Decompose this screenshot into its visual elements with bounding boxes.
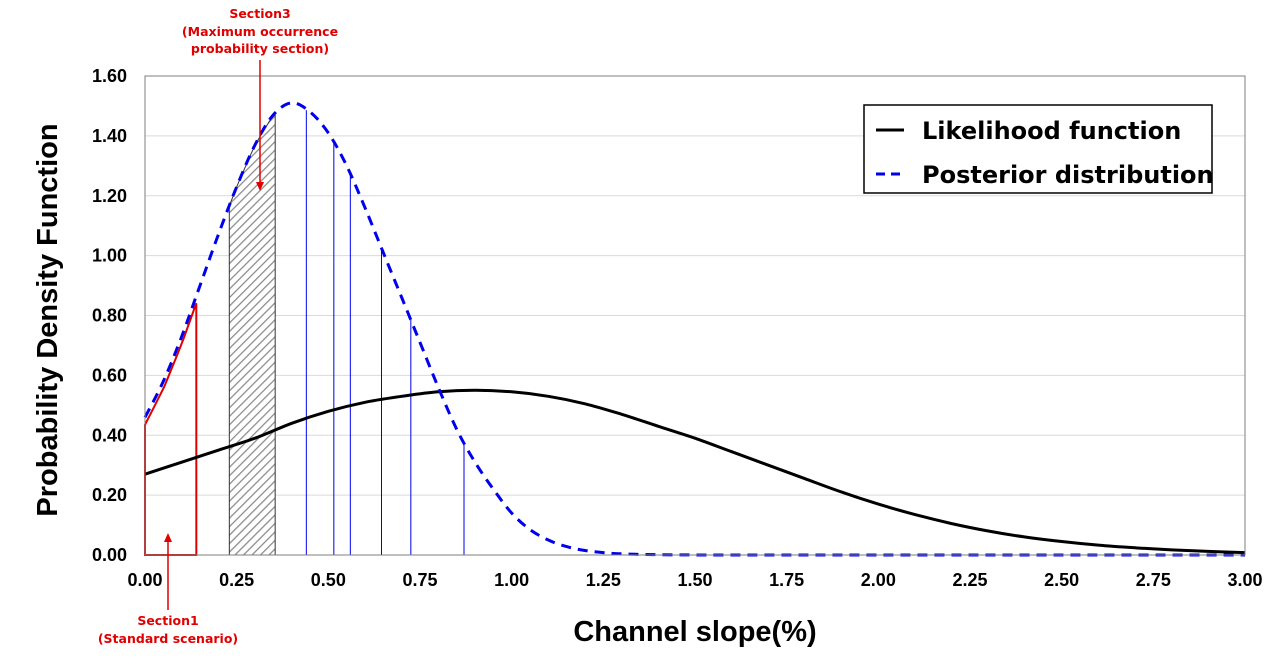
section3-hatched-area	[228, 112, 276, 556]
y-axis-title: Probability Density Function	[32, 123, 64, 516]
x-tick-label: 3.00	[1227, 570, 1262, 590]
y-tick-label: 1.00	[92, 246, 127, 266]
tick-labels: 0.00 0.20 0.40 0.60 0.80 1.00 1.20 1.40 1.60 0.00…	[92, 66, 1263, 590]
y-tick-label: 0.20	[92, 485, 127, 505]
series	[143, 101, 1246, 557]
likelihood-line	[144, 388, 1246, 555]
legend: Likelihood function Posterior distributi…	[863, 104, 1214, 194]
legend-box	[863, 104, 1213, 194]
x-tick-label: 1.25	[586, 570, 621, 590]
section1-outline	[144, 302, 198, 556]
x-tick-label: 2.75	[1136, 570, 1171, 590]
y-tick-label: 0.60	[92, 365, 127, 385]
plot-frame	[144, 75, 1246, 556]
x-tick-label: 2.25	[952, 570, 987, 590]
section3-sublabel-line2: probability section)	[191, 41, 329, 56]
x-tick-label: 0.75	[402, 570, 437, 590]
gridlines	[145, 75, 1245, 496]
sections	[144, 112, 276, 556]
x-tick-label: 0.25	[219, 570, 254, 590]
x-tick-label: 2.00	[861, 570, 896, 590]
vertical-markers	[305, 110, 465, 555]
y-tick-label: 1.40	[92, 126, 127, 146]
x-tick-label: 0.00	[127, 570, 162, 590]
x-tick-label: 2.50	[1044, 570, 1079, 590]
legend-label-posterior: Posterior distribution	[922, 161, 1214, 189]
x-axis-title: Channel slope(%)	[573, 616, 816, 648]
x-tick-label: 1.00	[494, 570, 529, 590]
y-tick-label: 0.40	[92, 425, 127, 445]
annotations: Section3 (Maximum occurrence probability…	[98, 6, 338, 646]
x-tick-label: 1.50	[677, 570, 712, 590]
y-tick-label: 0.80	[92, 306, 127, 326]
x-tick-label: 0.50	[311, 570, 346, 590]
y-tick-label: 1.60	[92, 66, 127, 86]
section3-sublabel-line1: (Maximum occurrence	[182, 24, 338, 39]
section1-sublabel: (Standard scenario)	[98, 631, 238, 646]
x-tick-label: 1.75	[769, 570, 804, 590]
section1-arrowhead	[164, 533, 172, 542]
y-tick-label: 0.00	[92, 545, 127, 565]
legend-label-likelihood: Likelihood function	[922, 117, 1181, 145]
section3-arrowhead	[256, 182, 264, 191]
section3-label: Section3	[229, 6, 290, 21]
section1-label: Section1	[137, 613, 198, 628]
y-tick-label: 1.20	[92, 186, 127, 206]
